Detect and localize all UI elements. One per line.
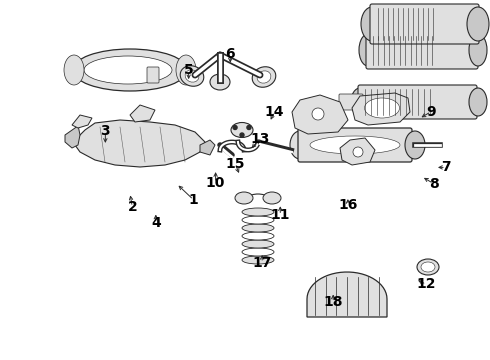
Circle shape <box>353 147 363 157</box>
Circle shape <box>312 108 324 120</box>
Text: 15: 15 <box>225 157 245 171</box>
Polygon shape <box>65 125 80 148</box>
Ellipse shape <box>469 34 487 66</box>
Ellipse shape <box>64 55 84 85</box>
Text: 14: 14 <box>265 105 284 118</box>
FancyBboxPatch shape <box>370 4 479 44</box>
Ellipse shape <box>231 122 253 138</box>
Ellipse shape <box>263 192 281 204</box>
Text: 3: 3 <box>100 125 110 138</box>
Ellipse shape <box>242 232 274 240</box>
Ellipse shape <box>242 224 274 232</box>
FancyBboxPatch shape <box>298 128 412 162</box>
Text: 4: 4 <box>151 216 161 230</box>
Text: 10: 10 <box>206 176 225 190</box>
Ellipse shape <box>359 34 377 66</box>
Ellipse shape <box>180 66 204 86</box>
Ellipse shape <box>185 70 199 82</box>
Text: 18: 18 <box>323 296 343 309</box>
Polygon shape <box>72 115 92 128</box>
Text: 12: 12 <box>416 278 436 291</box>
Ellipse shape <box>242 216 274 224</box>
Ellipse shape <box>310 136 400 154</box>
Ellipse shape <box>365 98 399 118</box>
Ellipse shape <box>176 55 196 85</box>
Circle shape <box>240 133 244 137</box>
Text: 17: 17 <box>252 256 272 270</box>
Text: 2: 2 <box>127 200 137 214</box>
Text: 5: 5 <box>184 63 194 77</box>
Ellipse shape <box>73 49 188 91</box>
Text: 11: 11 <box>270 208 290 222</box>
Text: 9: 9 <box>426 105 436 118</box>
Ellipse shape <box>421 262 435 272</box>
Ellipse shape <box>469 88 487 116</box>
Text: 16: 16 <box>338 198 358 212</box>
Ellipse shape <box>467 7 489 41</box>
Text: 8: 8 <box>429 177 439 190</box>
FancyBboxPatch shape <box>147 67 159 83</box>
FancyBboxPatch shape <box>358 85 477 119</box>
Text: 6: 6 <box>225 47 235 61</box>
Ellipse shape <box>235 192 253 204</box>
Polygon shape <box>130 105 155 122</box>
Circle shape <box>247 126 251 130</box>
Ellipse shape <box>417 259 439 275</box>
Ellipse shape <box>290 131 310 159</box>
Ellipse shape <box>252 67 276 87</box>
Ellipse shape <box>351 88 369 116</box>
Text: 13: 13 <box>250 132 270 145</box>
Ellipse shape <box>242 248 274 256</box>
Polygon shape <box>307 272 387 317</box>
Ellipse shape <box>242 256 274 264</box>
FancyBboxPatch shape <box>339 94 363 110</box>
Text: 7: 7 <box>441 161 451 174</box>
Polygon shape <box>200 140 215 155</box>
Circle shape <box>233 126 237 130</box>
Polygon shape <box>75 120 205 167</box>
Ellipse shape <box>242 240 274 248</box>
Ellipse shape <box>242 208 274 216</box>
Ellipse shape <box>361 7 383 41</box>
FancyBboxPatch shape <box>366 32 478 69</box>
Ellipse shape <box>257 71 271 83</box>
Ellipse shape <box>84 56 172 84</box>
Ellipse shape <box>210 74 230 90</box>
Ellipse shape <box>405 131 425 159</box>
Text: 1: 1 <box>189 193 198 207</box>
Polygon shape <box>352 93 410 125</box>
Polygon shape <box>292 95 348 134</box>
Polygon shape <box>340 138 375 165</box>
